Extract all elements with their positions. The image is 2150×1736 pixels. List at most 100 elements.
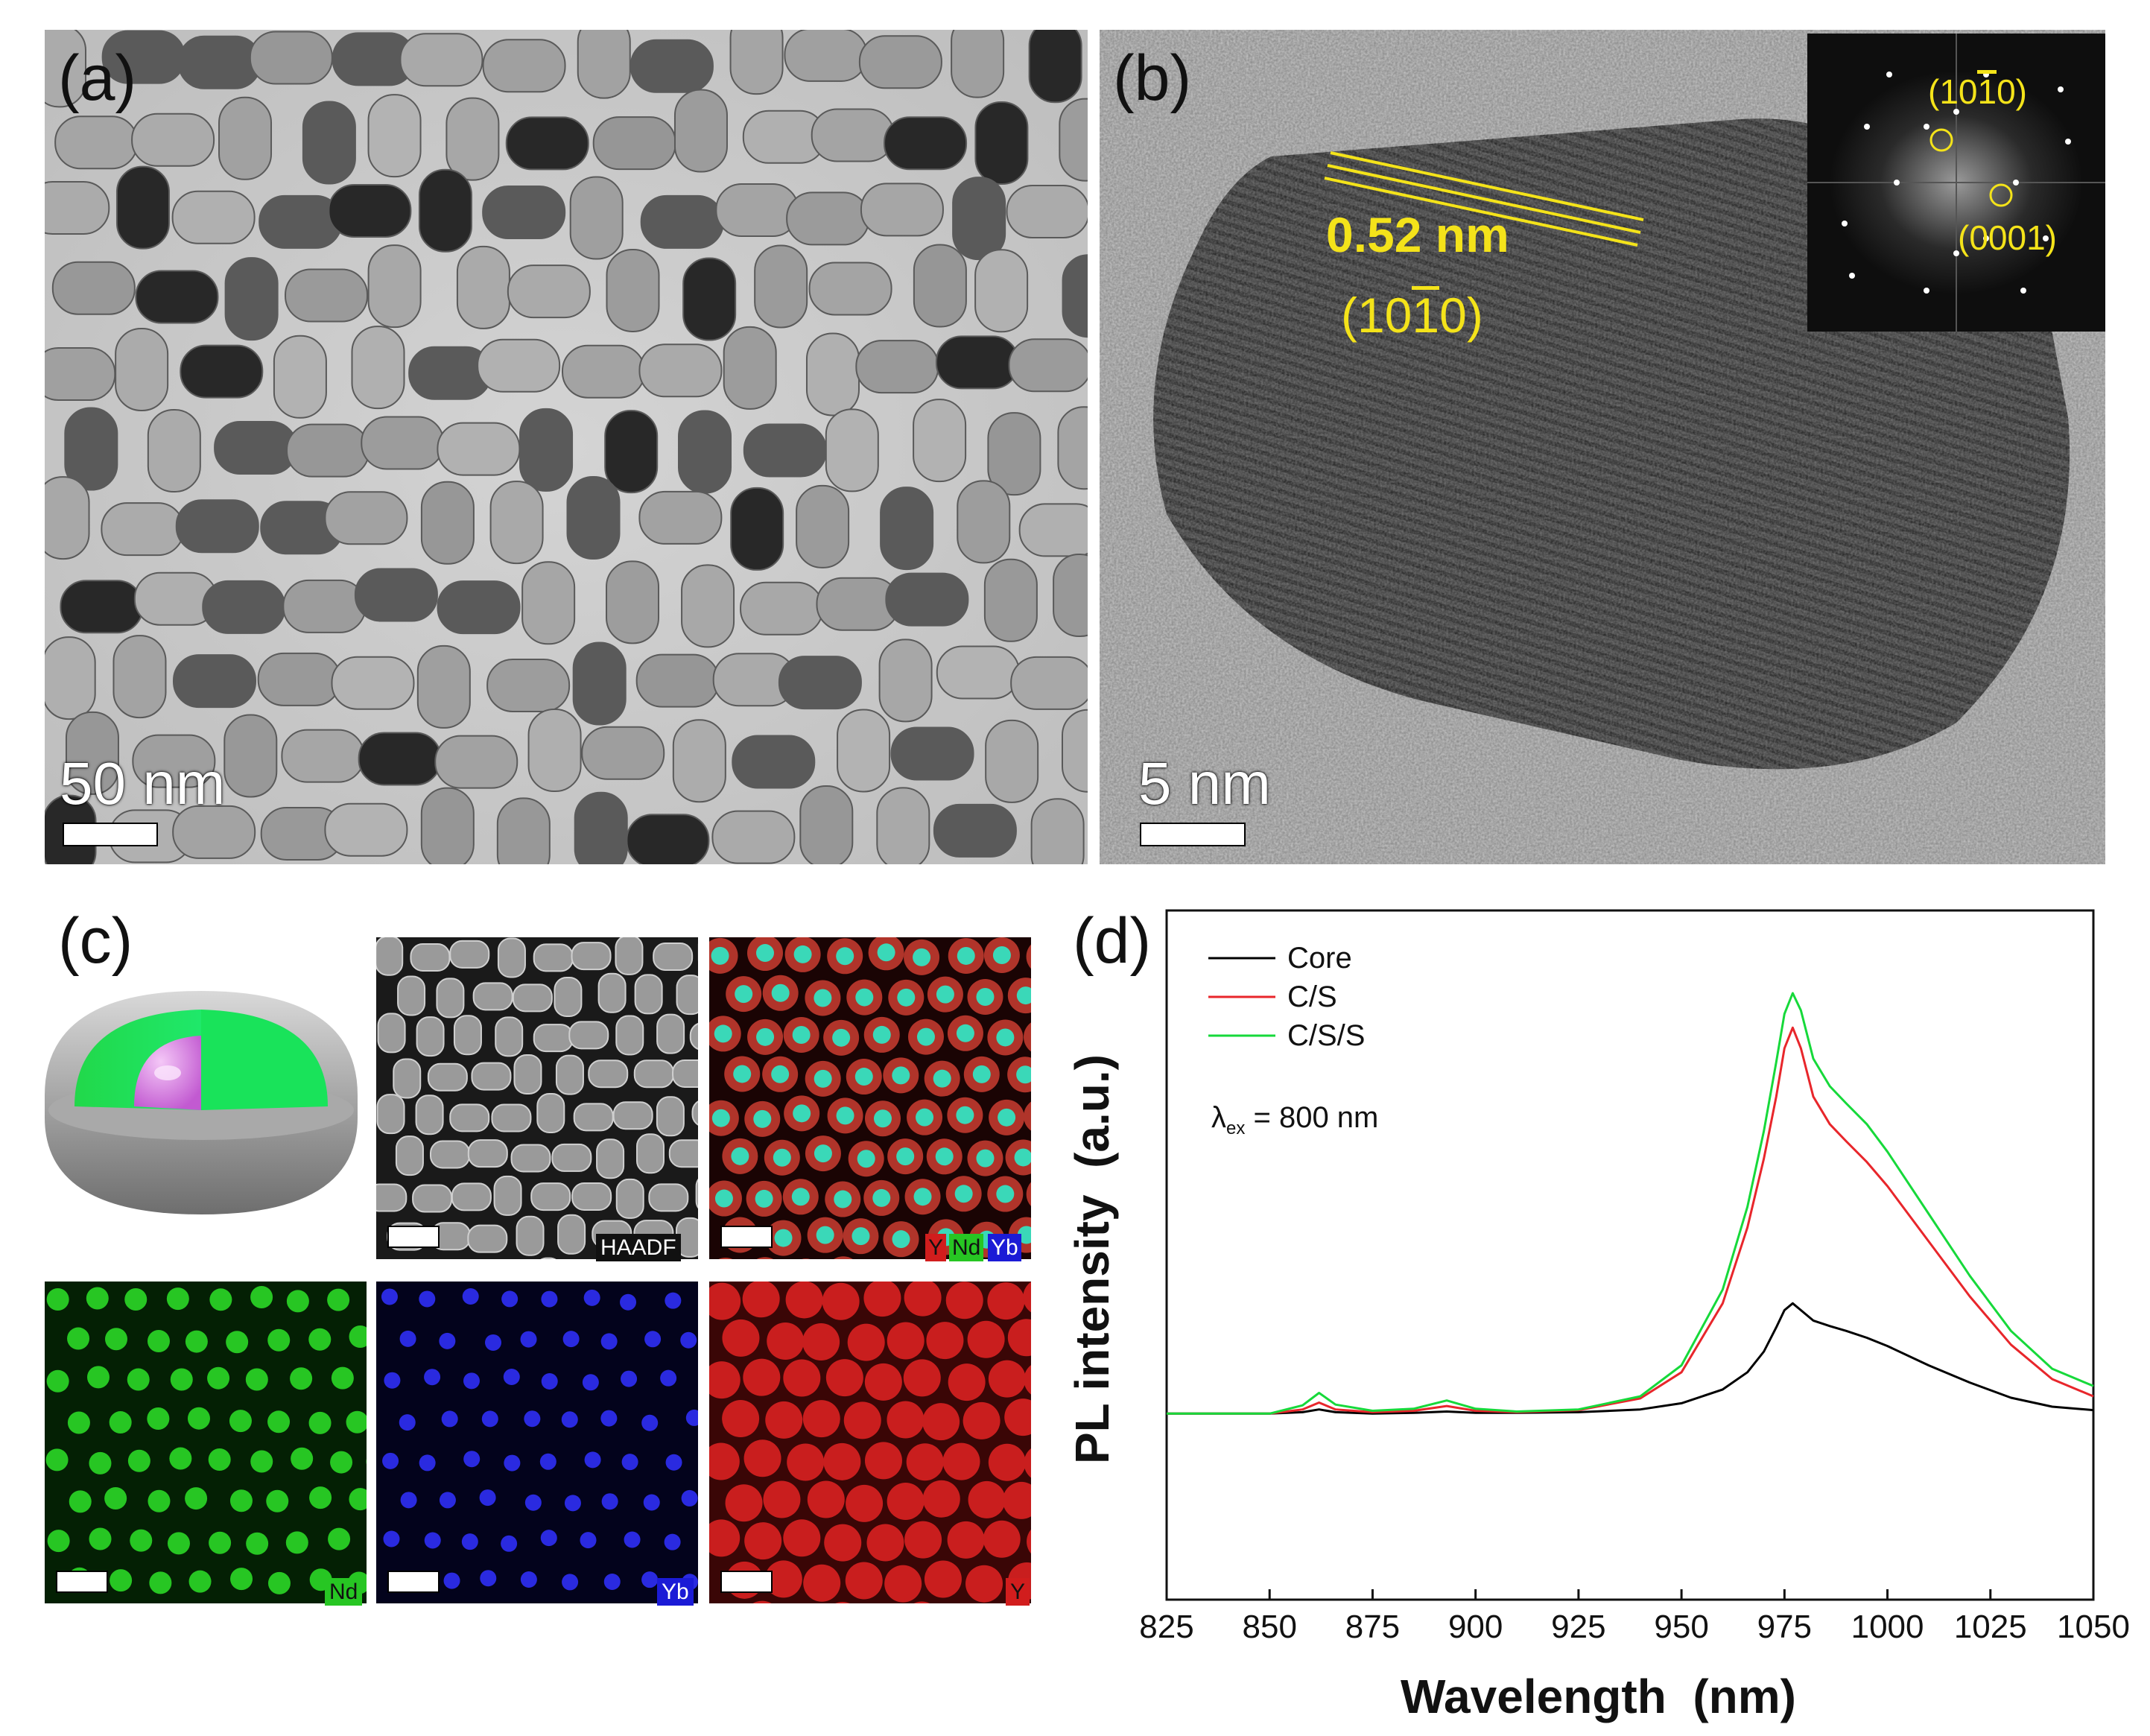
- nanorod: [799, 785, 854, 864]
- yb-signal: [665, 1454, 682, 1471]
- nd-signal: [127, 1368, 150, 1391]
- nanorod: [566, 476, 621, 560]
- nanorod: [858, 35, 942, 89]
- overlay-particle-core: [771, 1065, 790, 1083]
- yb-signal: [641, 1571, 659, 1588]
- nanorod: [884, 116, 968, 171]
- panel-a-label: (a): [58, 42, 137, 114]
- nd-signal: [328, 1527, 351, 1550]
- yb-signal: [624, 1531, 641, 1548]
- yb-signal: [439, 1492, 456, 1509]
- y-signal: [744, 1522, 782, 1560]
- overlay-particle-core: [792, 1025, 811, 1044]
- yb-signal: [620, 1293, 637, 1311]
- yb-signal: [580, 1532, 597, 1549]
- overlay-particle-shell: [1024, 1101, 1031, 1131]
- panel-a-scalebar: [63, 823, 158, 846]
- panel-b-spacing-label: 0.52 nm: [1326, 207, 1509, 262]
- overlay-particle-shell: [756, 1257, 774, 1259]
- yb-signal: [419, 1290, 436, 1308]
- overlay-particle-core: [892, 1066, 910, 1085]
- haadf-rod: [467, 1139, 508, 1168]
- yb-signal: [660, 1369, 677, 1387]
- overlay-particle-core: [897, 988, 916, 1007]
- overlay-particle-core: [916, 1027, 935, 1046]
- nd-signal: [330, 1451, 353, 1474]
- overlay-particle-core: [814, 1069, 832, 1088]
- y-signal: [743, 1439, 781, 1477]
- nanorod: [723, 326, 777, 410]
- y-signal: [725, 1484, 763, 1522]
- fft-spot: [1886, 72, 1892, 77]
- y-signal: [787, 1443, 825, 1481]
- nanorod: [974, 249, 1029, 333]
- haadf-rod: [551, 1143, 592, 1172]
- haadf-rod: [453, 1015, 482, 1056]
- yb-signal: [463, 1372, 480, 1390]
- nanorod: [519, 408, 574, 492]
- overlay-particle-core: [916, 1108, 934, 1127]
- fft-spot: [2013, 180, 2019, 186]
- y-signal: [945, 1282, 983, 1320]
- nanorod: [913, 399, 967, 483]
- haadf-rod: [540, 1257, 556, 1259]
- nd-signal: [147, 1407, 170, 1431]
- overlay-particle-core: [731, 1147, 749, 1165]
- panel-b-scalebar: [1140, 823, 1246, 846]
- yb-signal: [462, 1288, 479, 1305]
- nanorod: [957, 480, 1011, 564]
- y-signal: [752, 1600, 772, 1603]
- y-signal: [783, 1359, 821, 1397]
- nanorod: [825, 408, 879, 492]
- y-signal: [783, 1519, 821, 1557]
- nanorod: [147, 409, 201, 493]
- haadf-rod: [612, 1101, 653, 1130]
- yb-signal: [504, 1454, 521, 1472]
- nd-signal: [207, 1366, 230, 1390]
- haadf-rod: [427, 1062, 468, 1092]
- nd-signal: [47, 1530, 70, 1553]
- y-signal: [1003, 1481, 1031, 1519]
- haadf-rod: [376, 1183, 408, 1212]
- haadf-rod: [672, 1059, 698, 1089]
- overlay-particle-core: [873, 1109, 892, 1128]
- overlay-particle-shell: [1026, 944, 1031, 969]
- nd-signal: [309, 1486, 332, 1510]
- y-tag: Y: [1006, 1578, 1030, 1606]
- nanorod: [324, 491, 408, 545]
- nd-signal: [149, 1571, 172, 1594]
- nanorod: [132, 734, 216, 788]
- y-signal: [904, 1282, 942, 1317]
- y-signal: [743, 1358, 781, 1396]
- haadf-rod: [536, 1093, 565, 1134]
- yb-signal: [600, 1333, 618, 1350]
- nanorod: [420, 481, 475, 565]
- yb-signal: [383, 1530, 400, 1547]
- panel-b-hrtem-image: [1100, 30, 2105, 864]
- overlay-particle-core: [735, 985, 753, 1004]
- nanorod: [626, 814, 710, 864]
- excitation-annotation: λex = 800 nm: [1211, 1101, 1379, 1138]
- nanorod: [521, 561, 576, 645]
- nanorod: [974, 101, 1029, 186]
- overlay-particle-core: [836, 947, 854, 966]
- panel-b-label: (b): [1113, 42, 1192, 114]
- fft-spot: [1864, 124, 1870, 130]
- overlay-map: [709, 937, 1031, 1259]
- yb-signal: [439, 1332, 456, 1349]
- nanorod: [581, 726, 665, 780]
- yb-signal: [562, 1331, 580, 1348]
- yb-signal: [621, 1454, 638, 1471]
- overlay-particle-shell: [1024, 1022, 1031, 1052]
- y-signal: [709, 1282, 741, 1320]
- y-signal: [864, 1442, 902, 1480]
- nanorod: [682, 257, 737, 341]
- nanorod: [172, 654, 256, 709]
- nanorod: [434, 735, 519, 789]
- yb-signal: [441, 1410, 458, 1428]
- haadf-rod: [588, 1059, 629, 1089]
- yb-signal: [384, 1372, 401, 1389]
- haadf-rod: [377, 1013, 406, 1054]
- overlay-particle-core: [854, 1068, 873, 1086]
- nanorod: [489, 481, 544, 565]
